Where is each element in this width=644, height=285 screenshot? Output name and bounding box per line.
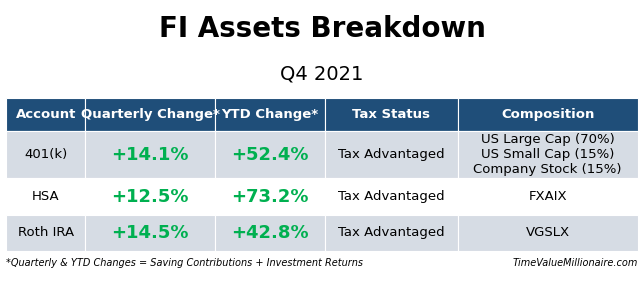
Text: +14.5%: +14.5%	[111, 224, 189, 242]
Text: +73.2%: +73.2%	[231, 188, 308, 206]
Text: Tax Advantaged: Tax Advantaged	[338, 226, 445, 239]
Bar	[325, 131, 458, 178]
Bar	[325, 178, 458, 215]
Text: Q4 2021: Q4 2021	[280, 65, 364, 84]
Text: Account: Account	[15, 108, 76, 121]
Text: +14.1%: +14.1%	[111, 146, 189, 164]
Text: YTD Change*: YTD Change*	[222, 108, 319, 121]
Text: VGSLX: VGSLX	[526, 226, 570, 239]
Text: US Large Cap (70%)
US Small Cap (15%)
Company Stock (15%): US Large Cap (70%) US Small Cap (15%) Co…	[473, 133, 622, 176]
Bar	[6, 178, 85, 215]
Bar	[214, 131, 325, 178]
Bar	[458, 178, 638, 215]
Text: +52.4%: +52.4%	[231, 146, 308, 164]
Text: Roth IRA: Roth IRA	[18, 226, 74, 239]
Bar	[6, 131, 85, 178]
Bar	[325, 215, 458, 251]
Text: Composition: Composition	[501, 108, 594, 121]
Bar	[325, 98, 458, 131]
Bar	[85, 178, 214, 215]
Bar	[214, 178, 325, 215]
Bar	[85, 131, 214, 178]
Text: HSA: HSA	[32, 190, 60, 203]
Text: FI Assets Breakdown: FI Assets Breakdown	[158, 15, 486, 43]
Bar	[458, 98, 638, 131]
Text: +12.5%: +12.5%	[111, 188, 189, 206]
Text: *Quarterly & YTD Changes = Saving Contributions + Investment Returns: *Quarterly & YTD Changes = Saving Contri…	[6, 258, 363, 268]
Text: Tax Advantaged: Tax Advantaged	[338, 148, 445, 161]
Bar	[458, 215, 638, 251]
Text: +42.8%: +42.8%	[231, 224, 308, 242]
Bar	[458, 131, 638, 178]
Text: Tax Status: Tax Status	[352, 108, 430, 121]
Text: FXAIX: FXAIX	[528, 190, 567, 203]
Text: TimeValueMillionaire.com: TimeValueMillionaire.com	[512, 258, 638, 268]
Bar	[214, 215, 325, 251]
Bar	[85, 215, 214, 251]
Bar	[85, 98, 214, 131]
Text: Tax Advantaged: Tax Advantaged	[338, 190, 445, 203]
Bar	[214, 98, 325, 131]
Text: 401(k): 401(k)	[24, 148, 68, 161]
Bar	[6, 98, 85, 131]
Text: Quarterly Change*: Quarterly Change*	[80, 108, 220, 121]
Bar	[6, 215, 85, 251]
